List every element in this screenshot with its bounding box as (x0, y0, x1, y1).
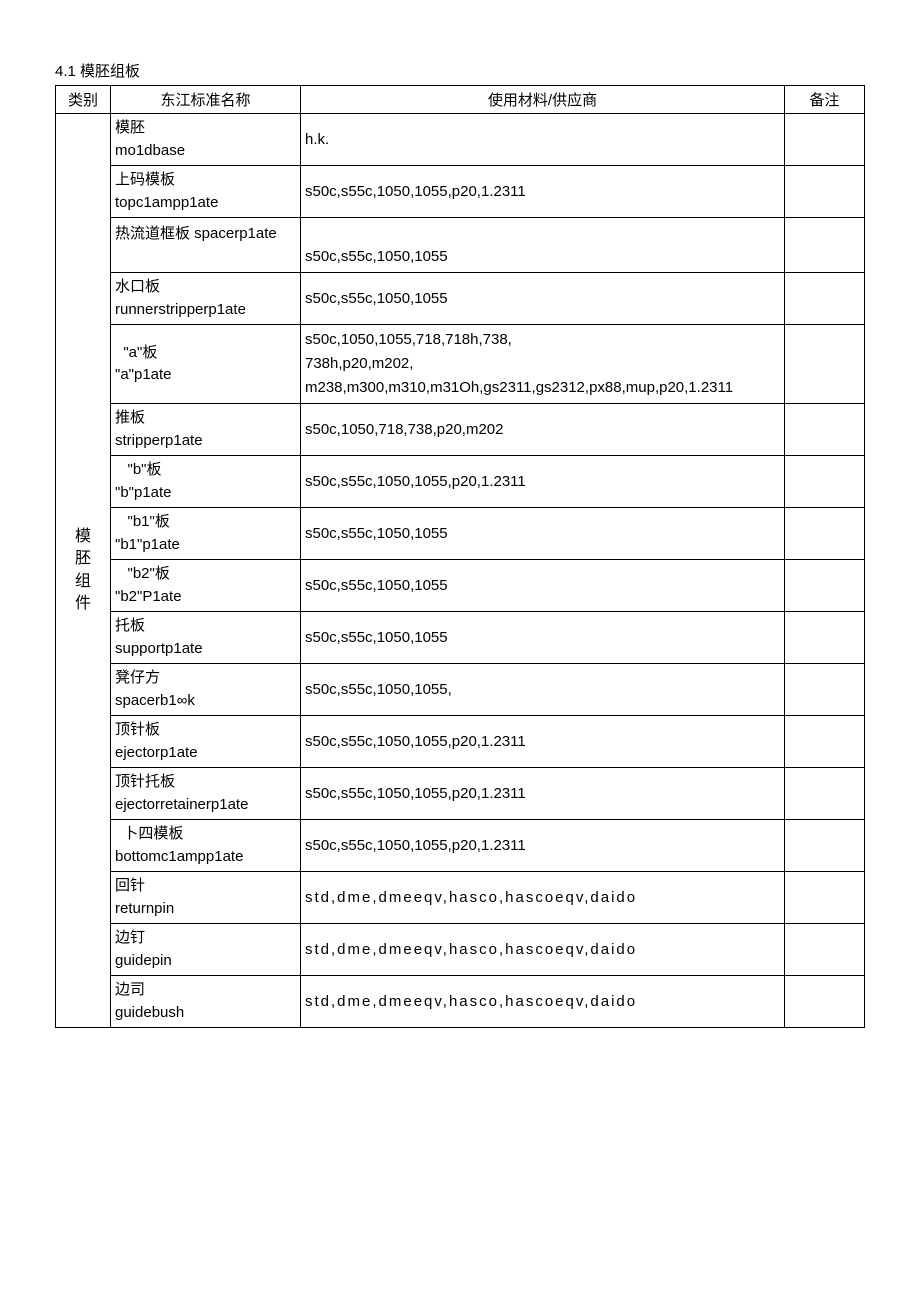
table-row: 卜四模板bottomc1ampp1ates50c,s55c,1050,1055,… (56, 820, 865, 872)
material-cell: s50c,s55c,1050,1055,p20,1.2311 (301, 820, 785, 872)
material-cell: s50c,s55c,1050,1055,p20,1.2311 (301, 768, 785, 820)
table-row: 水口板runnerstripperp1ates50c,s55c,1050,105… (56, 273, 865, 325)
name-cell: 边钉guidepin (111, 924, 301, 976)
table-row: 托板supportp1ates50c,s55c,1050,1055 (56, 612, 865, 664)
table-row: 上码模板topc1ampp1ates50c,s55c,1050,1055,p20… (56, 166, 865, 218)
table-row: 边钉guidepinstd,dme,dmeeqv,hasco,hascoeqv,… (56, 924, 865, 976)
name-cell: 边司guidebush (111, 976, 301, 1028)
table-row: 热流道框板 spacerp1ate s50c,s55c,1050,1055 (56, 218, 865, 273)
table-row: "b1"板"b1"p1ates50c,s55c,1050,1055 (56, 508, 865, 560)
material-cell: s50c,s55c,1050,1055 (301, 560, 785, 612)
name-cell: 顶针板ejectorp1ate (111, 716, 301, 768)
remark-cell (785, 456, 865, 508)
remark-cell (785, 404, 865, 456)
material-cell: std,dme,dmeeqv,hasco,hascoeqv,daido (301, 976, 785, 1028)
remark-cell (785, 508, 865, 560)
material-cell: s50c,s55c,1050,1055 (301, 218, 785, 273)
name-cell: "a"板"a"p1ate (111, 325, 301, 404)
table-row: 边司guidebushstd,dme,dmeeqv,hasco,hascoeqv… (56, 976, 865, 1028)
col-header-remark: 备注 (785, 86, 865, 114)
name-cell: 水口板runnerstripperp1ate (111, 273, 301, 325)
remark-cell (785, 924, 865, 976)
material-cell: s50c,s55c,1050,1055,p20,1.2311 (301, 166, 785, 218)
table-row: 回针returnpinstd,dme,dmeeqv,hasco,hascoeqv… (56, 872, 865, 924)
material-cell: s50c,s55c,1050,1055,p20,1.2311 (301, 716, 785, 768)
section-title: 4.1 模胚组板 (55, 60, 865, 81)
table-row: "a"板"a"p1ates50c,1050,1055,718,718h,738,… (56, 325, 865, 404)
material-cell: s50c,1050,1055,718,718h,738,738h,p20,m20… (301, 325, 785, 404)
remark-cell (785, 664, 865, 716)
material-cell: std,dme,dmeeqv,hasco,hascoeqv,daido (301, 924, 785, 976)
name-cell: 推板stripperp1ate (111, 404, 301, 456)
category-cell: 模胚组件 (56, 114, 111, 1028)
material-cell: s50c,s55c,1050,1055 (301, 612, 785, 664)
remark-cell (785, 716, 865, 768)
name-cell: "b2"板"b2"P1ate (111, 560, 301, 612)
remark-cell (785, 612, 865, 664)
material-cell: s50c,s55c,1050,1055,p20,1.2311 (301, 456, 785, 508)
col-header-material: 使用材料/供应商 (301, 86, 785, 114)
table-row: 凳仔方spacerb1∞ks50c,s55c,1050,1055, (56, 664, 865, 716)
name-cell: "b1"板"b1"p1ate (111, 508, 301, 560)
col-header-name: 东江标准名称 (111, 86, 301, 114)
name-cell: 回针returnpin (111, 872, 301, 924)
table-row: 顶针托板ejectorretainerp1ates50c,s55c,1050,1… (56, 768, 865, 820)
name-cell: 上码模板topc1ampp1ate (111, 166, 301, 218)
table-header-row: 类别 东江标准名称 使用材料/供应商 备注 (56, 86, 865, 114)
mold-table: 类别 东江标准名称 使用材料/供应商 备注 模胚组件模胚mo1dbaseh.k.… (55, 85, 865, 1028)
remark-cell (785, 114, 865, 166)
name-cell: 顶针托板ejectorretainerp1ate (111, 768, 301, 820)
material-cell: h.k. (301, 114, 785, 166)
col-header-category: 类别 (56, 86, 111, 114)
table-row: 推板stripperp1ates50c,1050,718,738,p20,m20… (56, 404, 865, 456)
name-cell: 托板supportp1ate (111, 612, 301, 664)
remark-cell (785, 325, 865, 404)
name-cell: "b"板"b"p1ate (111, 456, 301, 508)
remark-cell (785, 768, 865, 820)
material-cell: s50c,s55c,1050,1055, (301, 664, 785, 716)
remark-cell (785, 218, 865, 273)
table-row: "b"板"b"p1ates50c,s55c,1050,1055,p20,1.23… (56, 456, 865, 508)
remark-cell (785, 820, 865, 872)
table-row: 顶针板ejectorp1ates50c,s55c,1050,1055,p20,1… (56, 716, 865, 768)
remark-cell (785, 560, 865, 612)
name-cell: 热流道框板 spacerp1ate (111, 218, 301, 273)
table-row: "b2"板"b2"P1ates50c,s55c,1050,1055 (56, 560, 865, 612)
remark-cell (785, 872, 865, 924)
table-row: 模胚组件模胚mo1dbaseh.k. (56, 114, 865, 166)
material-cell: std,dme,dmeeqv,hasco,hascoeqv,daido (301, 872, 785, 924)
material-cell: s50c,1050,718,738,p20,m202 (301, 404, 785, 456)
name-cell: 凳仔方spacerb1∞k (111, 664, 301, 716)
name-cell: 模胚mo1dbase (111, 114, 301, 166)
material-cell: s50c,s55c,1050,1055 (301, 273, 785, 325)
name-cell: 卜四模板bottomc1ampp1ate (111, 820, 301, 872)
material-cell: s50c,s55c,1050,1055 (301, 508, 785, 560)
remark-cell (785, 273, 865, 325)
remark-cell (785, 166, 865, 218)
remark-cell (785, 976, 865, 1028)
